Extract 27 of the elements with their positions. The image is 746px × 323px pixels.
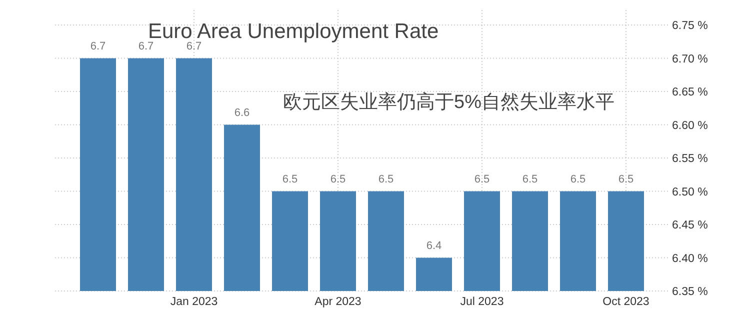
y-tick-label: 6.55 % <box>672 153 708 165</box>
data-label: 6.5 <box>474 173 490 186</box>
data-label: 6.6 <box>234 106 250 119</box>
data-label: 6.5 <box>522 173 538 186</box>
y-tick-label: 6.35 % <box>672 286 708 298</box>
y-tick-label: 6.45 % <box>672 220 708 232</box>
y-tick-label: 6.75 % <box>672 20 708 32</box>
x-tick-label: Apr 2023 <box>314 296 362 308</box>
data-label: 6.5 <box>330 173 346 186</box>
data-label: 6.5 <box>282 173 298 186</box>
data-label: 6.7 <box>186 40 202 52</box>
x-tick-label: Oct 2023 <box>602 296 650 308</box>
data-label: 6.5 <box>570 173 586 186</box>
data-label: 6.5 <box>378 173 394 186</box>
x-tick-label: Jan 2023 <box>170 296 218 308</box>
y-tick-label: 6.40 % <box>672 252 708 265</box>
x-tick-label: Jul 2023 <box>460 296 504 308</box>
y-tick-label: 6.50 % <box>672 186 708 198</box>
chart-title: Euro Area Unemployment Rate <box>148 20 439 43</box>
y-tick-label: 6.70 % <box>672 53 708 66</box>
annotation: 欧元区失业率仍高于5%自然失业率水平 <box>283 91 614 113</box>
data-label: 6.5 <box>618 173 634 186</box>
y-tick-label: 6.65 % <box>672 86 708 98</box>
data-label: 6.4 <box>426 240 442 252</box>
data-label: 6.7 <box>138 40 154 52</box>
y-tick-label: 6.60 % <box>672 120 708 132</box>
data-label: 6.7 <box>90 40 106 52</box>
